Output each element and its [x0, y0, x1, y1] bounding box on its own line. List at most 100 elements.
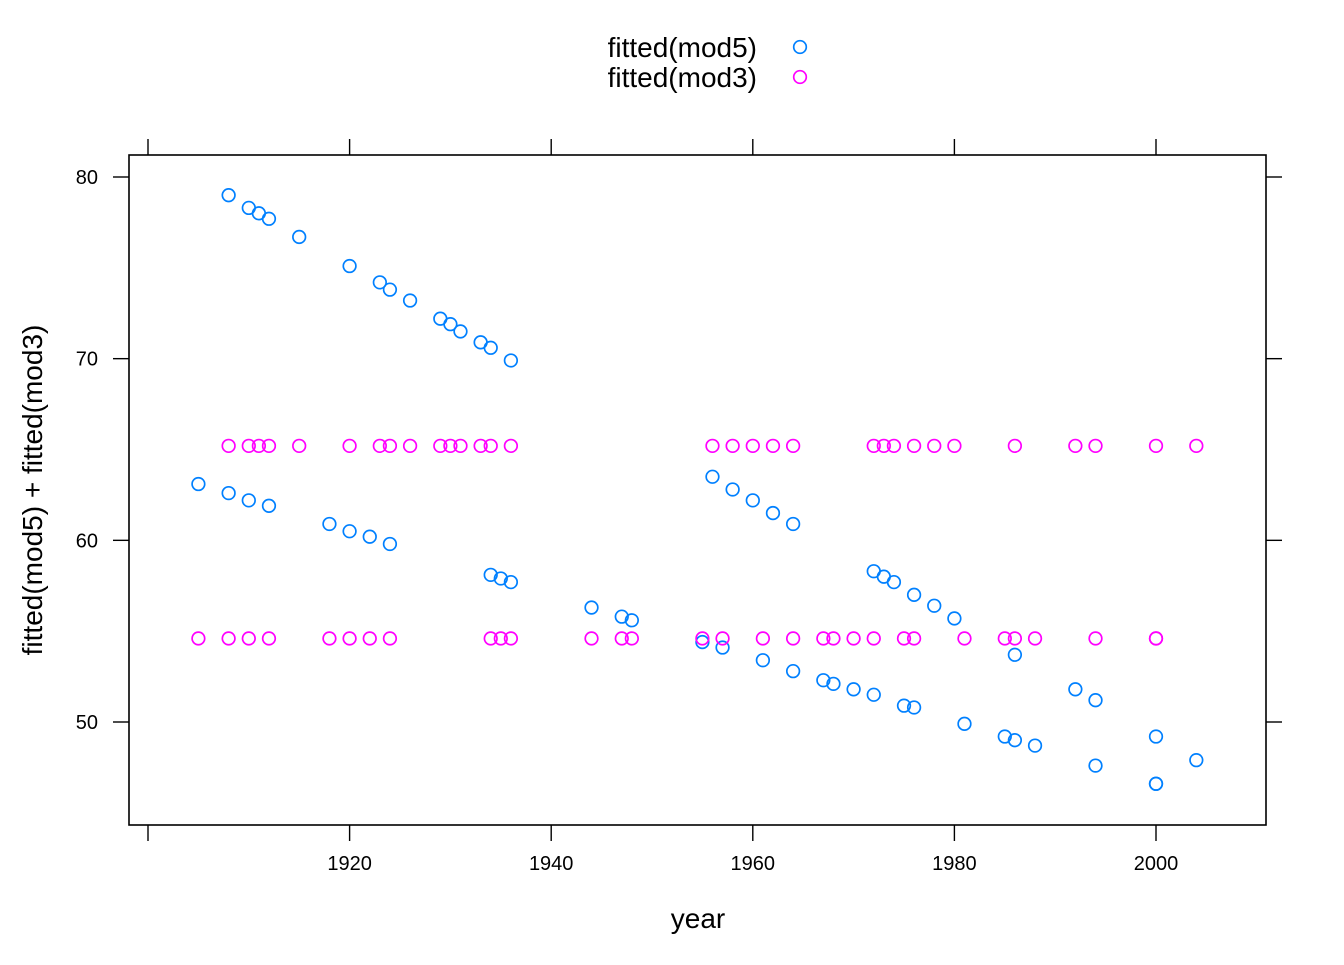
- y-tick-label: 60: [76, 530, 98, 552]
- data-point: [584, 631, 599, 646]
- data-point: [342, 524, 357, 539]
- data-point: [906, 587, 922, 602]
- data-point: [705, 438, 720, 454]
- data-point: [725, 438, 740, 454]
- x-tick-label: 2000: [1134, 853, 1179, 875]
- data-point: [1148, 729, 1164, 744]
- data-point: [261, 438, 277, 454]
- data-point: [443, 438, 458, 454]
- panel-border: [128, 154, 1267, 826]
- data-point: [1007, 733, 1023, 748]
- data-point: [1088, 758, 1103, 773]
- data-point: [483, 340, 498, 355]
- data-point: [372, 275, 387, 290]
- data-point: [624, 631, 639, 646]
- data-point: [382, 282, 398, 297]
- data-point: [957, 631, 972, 646]
- data-point: [1148, 438, 1164, 454]
- data-point: [473, 438, 488, 454]
- y-tick-label: 70: [76, 349, 98, 371]
- data-point: [1088, 631, 1103, 646]
- data-point: [443, 317, 458, 332]
- data-point: [292, 229, 307, 245]
- data-point: [725, 482, 740, 497]
- data-point: [1007, 438, 1023, 454]
- data-point: [221, 631, 236, 646]
- data-point: [957, 716, 972, 731]
- series-fitted-mod3-: [191, 438, 1204, 646]
- data-point: [503, 574, 519, 590]
- plot-panel: [128, 154, 1267, 826]
- data-point: [1068, 682, 1083, 697]
- data-point: [292, 438, 307, 454]
- data-point: [906, 700, 922, 715]
- data-point: [896, 631, 912, 646]
- data-point: [493, 571, 508, 586]
- legend-marker-icon: [792, 69, 808, 85]
- data-point: [191, 631, 206, 646]
- data-point: [241, 493, 256, 508]
- data-point: [453, 438, 468, 454]
- data-point: [503, 631, 519, 646]
- data-point: [785, 438, 801, 454]
- data-point: [997, 729, 1012, 744]
- data-point: [614, 631, 629, 646]
- legend-label: fitted(mod5): [608, 32, 757, 63]
- data-point: [846, 682, 861, 697]
- data-point: [372, 438, 387, 454]
- data-points: [191, 188, 1204, 791]
- data-point: [503, 438, 519, 454]
- data-point: [1068, 438, 1083, 454]
- data-point: [755, 631, 771, 646]
- data-point: [402, 438, 418, 454]
- data-point: [866, 631, 881, 646]
- data-point: [765, 438, 781, 454]
- legend: fitted(mod5)fitted(mod3): [608, 32, 808, 93]
- data-point: [765, 505, 781, 521]
- data-point: [493, 631, 508, 646]
- data-point: [816, 673, 831, 688]
- data-point: [362, 631, 377, 646]
- data-point: [584, 600, 599, 615]
- legend-marker-icon: [792, 39, 808, 55]
- data-point: [382, 536, 398, 552]
- data-point: [382, 631, 398, 646]
- data-point: [342, 438, 357, 454]
- x-tick-label: 1920: [327, 853, 372, 875]
- x-tick-label: 1980: [932, 853, 977, 875]
- x-tick-label: 1940: [529, 853, 574, 875]
- data-point: [433, 438, 448, 454]
- data-point: [947, 611, 962, 626]
- data-point: [695, 631, 710, 646]
- data-point: [866, 438, 881, 454]
- data-point: [785, 663, 801, 679]
- data-point: [221, 188, 236, 203]
- data-point: [755, 653, 771, 668]
- data-point: [342, 258, 357, 274]
- data-point: [221, 438, 236, 454]
- data-point: [715, 631, 730, 646]
- data-point: [1007, 647, 1023, 662]
- data-point: [846, 631, 861, 646]
- data-point: [1189, 753, 1204, 768]
- data-point: [1189, 438, 1204, 454]
- data-point: [342, 631, 357, 646]
- data-point: [241, 438, 256, 454]
- data-point: [886, 574, 902, 590]
- y-tick-label: 80: [76, 167, 98, 189]
- data-point: [866, 687, 881, 702]
- y-axis: 50 60 70 80: [76, 167, 1282, 734]
- data-point: [362, 529, 377, 544]
- x-axis: 1920 1940 1960 1980 2000: [147, 139, 1179, 875]
- data-point: [483, 567, 498, 582]
- data-point: [241, 631, 256, 646]
- data-point: [1148, 631, 1164, 646]
- data-point: [927, 598, 942, 613]
- data-point: [382, 438, 398, 454]
- data-point: [745, 438, 760, 454]
- y-tick-label: 50: [76, 712, 98, 734]
- legend-label: fitted(mod3): [608, 62, 757, 93]
- data-point: [402, 293, 418, 308]
- data-point: [503, 353, 519, 368]
